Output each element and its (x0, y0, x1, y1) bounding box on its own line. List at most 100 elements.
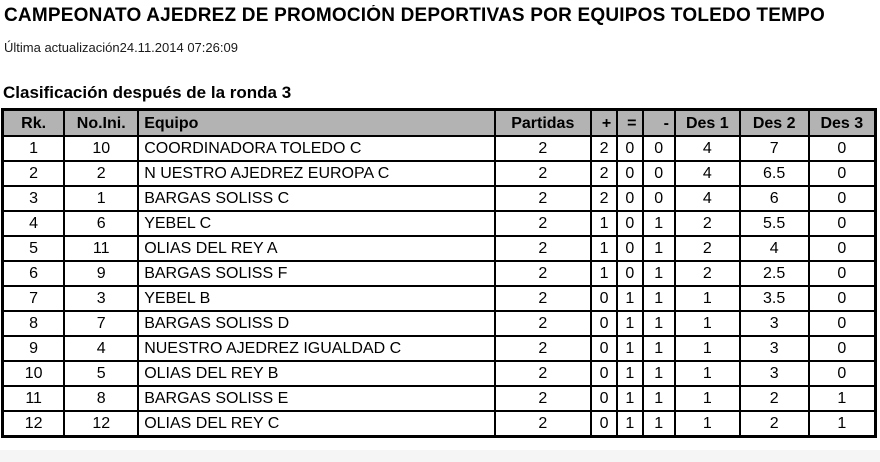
cell-tiebreak-2: 3 (738, 360, 810, 387)
table-row: 7 3 YEBEL B 2 0 1 1 1 3.5 0 (1, 285, 877, 312)
cell-rank: 6 (1, 260, 66, 287)
cell-tiebreak-2: 2.5 (738, 260, 810, 287)
header-cell-tiebreak-3: Des 3 (807, 108, 877, 137)
cell-wins: 2 (589, 160, 619, 187)
cell-draws: 0 (616, 135, 644, 162)
cell-games: 2 (493, 185, 592, 212)
cell-draws: 0 (616, 160, 644, 187)
cell-tiebreak-1: 4 (673, 185, 741, 212)
cell-start-number: 2 (63, 160, 140, 187)
cell-rank: 7 (1, 285, 66, 312)
cell-tiebreak-3: 0 (807, 285, 877, 312)
header-cell-tiebreak-2: Des 2 (738, 108, 810, 137)
cell-tiebreak-2: 6 (738, 185, 810, 212)
cell-rank: 3 (1, 185, 66, 212)
page-title: CAMPEONATO AJEDREZ DE PROMOCIÓN DEPORTIV… (4, 5, 825, 26)
cell-team: BARGAS SOLISS E (137, 385, 496, 412)
page-bottom-strip (0, 450, 880, 462)
cell-tiebreak-1: 4 (673, 135, 741, 162)
cell-tiebreak-3: 0 (807, 135, 877, 162)
cell-tiebreak-2: 3 (738, 310, 810, 337)
cell-rank: 2 (1, 160, 66, 187)
cell-losses: 1 (641, 310, 676, 337)
cell-tiebreak-1: 1 (673, 410, 741, 438)
cell-tiebreak-2: 6.5 (738, 160, 810, 187)
cell-tiebreak-3: 0 (807, 185, 877, 212)
cell-games: 2 (493, 335, 592, 362)
cell-losses: 1 (641, 285, 676, 312)
last-update-value: 24.11.2014 07:26:09 (119, 40, 238, 55)
cell-rank: 4 (1, 210, 66, 237)
cell-team: YEBEL C (137, 210, 496, 237)
header-cell-games: Partidas (493, 108, 592, 137)
cell-team: BARGAS SOLISS F (137, 260, 496, 287)
cell-draws: 1 (616, 285, 644, 312)
cell-tiebreak-1: 1 (673, 310, 741, 337)
cell-rank: 1 (1, 135, 66, 162)
cell-losses: 1 (641, 385, 676, 412)
cell-games: 2 (493, 360, 592, 387)
cell-tiebreak-3: 0 (807, 160, 877, 187)
cell-wins: 1 (589, 235, 619, 262)
cell-tiebreak-3: 0 (807, 235, 877, 262)
cell-tiebreak-2: 4 (738, 235, 810, 262)
cell-tiebreak-2: 3.5 (738, 285, 810, 312)
cell-draws: 0 (616, 185, 644, 212)
cell-start-number: 3 (63, 285, 140, 312)
cell-draws: 0 (616, 235, 644, 262)
cell-tiebreak-3: 1 (807, 385, 877, 412)
cell-wins: 0 (589, 385, 619, 412)
header-cell-tiebreak-1: Des 1 (673, 108, 741, 137)
last-update: Última actualización24.11.2014 07:26:09 (4, 40, 880, 55)
cell-tiebreak-2: 5.5 (738, 210, 810, 237)
cell-rank: 5 (1, 235, 66, 262)
header-cell-rank: Rk. (1, 108, 66, 137)
cell-wins: 2 (589, 185, 619, 212)
cell-tiebreak-3: 0 (807, 310, 877, 337)
cell-games: 2 (493, 285, 592, 312)
cell-tiebreak-1: 1 (673, 385, 741, 412)
header-cell-draws: = (616, 108, 644, 137)
cell-tiebreak-1: 2 (673, 260, 741, 287)
table-row: 4 6 YEBEL C 2 1 0 1 2 5.5 0 (1, 210, 877, 237)
cell-team: OLIAS DEL REY A (137, 235, 496, 262)
cell-rank: 12 (1, 410, 66, 438)
cell-losses: 0 (641, 185, 676, 212)
cell-wins: 1 (589, 210, 619, 237)
cell-draws: 0 (616, 210, 644, 237)
cell-team: NUESTRO AJEDREZ IGUALDAD C (137, 335, 496, 362)
cell-team: BARGAS SOLISS D (137, 310, 496, 337)
cell-tiebreak-1: 2 (673, 210, 741, 237)
cell-losses: 1 (641, 335, 676, 362)
cell-tiebreak-3: 0 (807, 210, 877, 237)
table-row: 6 9 BARGAS SOLISS F 2 1 0 1 2 2.5 0 (1, 260, 877, 287)
cell-wins: 1 (589, 260, 619, 287)
cell-start-number: 1 (63, 185, 140, 212)
cell-rank: 8 (1, 310, 66, 337)
cell-start-number: 6 (63, 210, 140, 237)
cell-games: 2 (493, 385, 592, 412)
cell-losses: 1 (641, 235, 676, 262)
cell-tiebreak-1: 1 (673, 285, 741, 312)
cell-tiebreak-2: 3 (738, 335, 810, 362)
cell-draws: 1 (616, 335, 644, 362)
cell-wins: 0 (589, 285, 619, 312)
cell-tiebreak-2: 7 (738, 135, 810, 162)
cell-start-number: 12 (63, 410, 140, 438)
header-cell-team: Equipo (137, 108, 496, 137)
cell-start-number: 11 (63, 235, 140, 262)
last-update-label: Última actualización (4, 40, 120, 55)
cell-losses: 1 (641, 260, 676, 287)
cell-tiebreak-3: 1 (807, 410, 877, 438)
header-cell-losses: - (641, 108, 676, 137)
cell-draws: 1 (616, 310, 644, 337)
cell-tiebreak-2: 2 (738, 385, 810, 412)
cell-draws: 0 (616, 260, 644, 287)
cell-team: YEBEL B (137, 285, 496, 312)
cell-games: 2 (493, 160, 592, 187)
cell-games: 2 (493, 235, 592, 262)
